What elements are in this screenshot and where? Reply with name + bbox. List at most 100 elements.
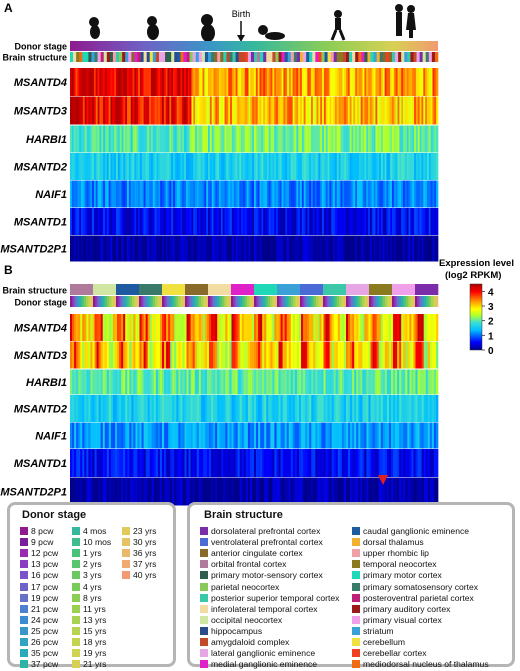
panel-b-heat-cell [233,341,236,369]
panel-a-heat-cell [104,96,108,125]
panel-a-heat-cell [241,68,244,96]
panel-b-heat-cell [423,341,427,369]
panel-b-heat-cell [133,477,136,506]
panel-a-heat-cell [311,208,314,235]
panel-b-heat-cell [262,395,265,422]
panel-b-heat-cell [319,341,322,369]
panel-a-heat-cell [156,153,159,180]
panel-a-heat-cell [117,96,121,125]
panel-b-heat-cell [368,395,371,422]
panel-b-heat-cell [403,422,406,449]
panel-b-heat-cell [108,314,112,341]
panel-a-heat-cell [373,68,376,96]
panel-b-heat-cell [129,477,132,506]
panel-a-heat-cell [362,235,365,262]
panel-b-heat-cell [317,449,320,477]
panel-b-heat-cell [341,477,345,506]
panel-a-heat-cell [138,96,141,125]
panel-a-heat-cell [331,125,334,153]
panel-b-heat-cell [239,395,243,422]
panel-a-heat-cell [414,96,417,125]
panel-a-heat-cell [130,180,133,208]
panel-b-heat-cell [282,422,286,449]
panel-b-heat-cell [286,449,290,477]
panel-b-structure-block [162,284,186,295]
panel-a-heat-cell [119,153,122,180]
panel-b-stage-cell [359,296,363,307]
panel-b-heat-cell [162,341,165,369]
panel-b-heat-cell [431,395,435,422]
panel-b-heat-cell [413,449,416,477]
panel-b-stage-cell [318,296,321,307]
panel-b-stage-cell [221,296,225,307]
panel-b-heat-cell [170,449,173,477]
panel-a-heat-cell [246,180,249,208]
panel-b-heat-cell [125,422,128,449]
panel-a-heat-cell [193,125,196,153]
panel-b-heat-cell [194,369,198,395]
panel-b-heat-cell [366,314,369,341]
panel-b-heat-cell [274,369,277,395]
panel-b-heat-cell [117,314,120,341]
panel-a-heat-cell [228,125,231,153]
panel-a-heat-cell [206,208,209,235]
panel-b-heat-cell [397,395,400,422]
panel-a-heat-cell [162,68,165,96]
panel-a-heat-cell [196,68,200,96]
panel-b-heat-cell [70,422,73,449]
panel-a-heat-cell [152,208,155,235]
panel-a-structure-cell [226,52,230,62]
panel-b-heat-cell [227,314,230,341]
panel-b-heat-cell [364,369,367,395]
panel-b-heat-cell [272,422,275,449]
panel-a-heat-cell [235,235,238,262]
panel-b-stage-cell [191,296,195,307]
panel-a-heat-cell [261,235,264,262]
panel-b-heat-cell [219,341,222,369]
panel-a-heat-cell [185,180,189,208]
panel-a-gene-label-MSANTD2P1: MSANTD2P1 [0,244,67,256]
panel-b-heat-cell [180,341,183,369]
panel-b-stage-cell [113,296,117,307]
panel-b-heat-cell [180,449,183,477]
donor-stage-legend-item: 40 yrs [122,570,156,580]
panel-b-heat-cell [376,477,380,506]
panel-b-heat-cell [315,369,318,395]
panel-a-heat-cell [399,125,402,153]
panel-b-stage-cell [433,296,436,307]
panel-a-heat-cell [425,96,428,125]
donor-stage-legend-swatch [20,615,28,624]
panel-b-heat-cell [303,449,306,477]
panel-a-heat-cell [292,180,295,208]
panel-a-heat-cell [184,180,187,208]
panel-a-heat-cell [239,153,242,180]
panel-a-heat-cell [288,96,292,125]
panel-a-structure-cell [106,52,111,62]
panel-b-heat-cell [350,449,353,477]
panel-b-heat-cell [254,369,257,395]
panel-a-heat-cell [95,235,98,262]
panel-a-structure-cell [180,52,184,62]
brain-structure-legend-item: amygdaloid complex [200,637,289,647]
panel-b-heat-cell [145,341,149,369]
panel-b-heat-cell [133,369,136,395]
panel-a-heat-cell [334,153,338,180]
panel-b-stage-cell [415,296,418,307]
panel-a-heat-cell [108,235,111,262]
panel-a-structure-cell [183,52,187,62]
panel-b-heat-cell [127,314,130,341]
panel-a-heat-cell [180,235,183,262]
panel-b-stage-cell [228,296,232,307]
infant-icon [258,25,285,40]
donor-stage-legend-label: 4 yrs [83,581,102,592]
panel-b-heat-cell [352,314,355,341]
panel-b-stage-cell [341,296,344,307]
panel-a-heat-cell [121,208,124,235]
panel-b-heat-cell [188,477,191,506]
panel-b-heat-cell [282,341,286,369]
panel-b-stage-cell [323,296,326,307]
brain-structure-legend-label: cerebellum [363,637,406,647]
panel-a-heat-cell [428,208,431,235]
panel-a-heat-cell [195,68,198,96]
panel-a-heat-cell [165,96,168,125]
